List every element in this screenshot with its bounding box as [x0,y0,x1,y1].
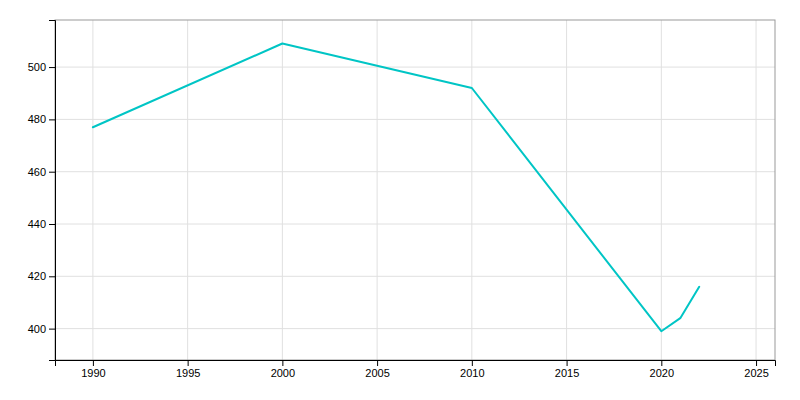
x-tick-label: 2020 [650,367,674,379]
y-grid-line [55,119,775,120]
x-tick-label: 2015 [555,367,579,379]
y-grid-line [55,67,775,68]
y-tick: 500 [28,61,55,73]
plot-frame [55,20,775,360]
chart-svg: 1990 1995 2000 2005 2010 2015 2020 2025 400 420 44… [0,0,800,400]
y-tick-label: 480 [28,113,46,125]
plot-area: 1990 1995 2000 2005 2010 2015 2020 2025 400 420 44… [28,20,776,379]
x-grid-line [566,20,567,360]
x-tick-label: 1990 [81,367,105,379]
x-tick-mark [661,360,662,366]
x-grid-line [187,20,188,360]
y-tick-label: 420 [28,270,46,282]
x-tick-mark [188,360,189,366]
y-tick: 440 [28,218,55,230]
x-tick-label: 2010 [460,367,484,379]
y-tick-label: 400 [28,323,46,335]
y-tick-mark [49,172,55,173]
y-tick-label: 500 [28,61,46,73]
x-tick: 1995 [176,360,200,379]
x-tick-mark [756,360,757,366]
grid [55,20,775,360]
x-tick: 2015 [555,360,579,379]
x-axis: 1990 1995 2000 2005 2010 2015 2020 2025 [56,360,776,379]
y-axis-domain [49,21,56,361]
x-tick: 1990 [81,360,105,379]
y-tick: 400 [28,323,55,335]
x-grid-line [661,20,662,360]
x-grid-line [756,20,757,360]
y-tick-mark [49,119,55,120]
x-tick: 2000 [271,360,295,379]
x-grid-line [471,20,472,360]
y-tick-mark [49,329,55,330]
x-grid-line [92,20,93,360]
y-tick: 480 [28,113,55,125]
y-tick-label: 440 [28,218,46,230]
x-tick: 2020 [650,360,674,379]
x-tick-label: 1995 [176,367,200,379]
y-tick-mark [49,224,55,225]
data-line [93,44,699,332]
y-tick-mark [49,276,55,277]
x-grid-line [282,20,283,360]
x-tick-label: 2005 [365,367,389,379]
x-axis-domain [56,361,776,367]
y-tick-label: 460 [28,166,46,178]
x-tick-mark [93,360,94,366]
y-tick: 420 [28,270,55,282]
x-tick-label: 2025 [744,367,768,379]
y-tick-mark [49,67,55,68]
y-axis: 400 420 440 460 480 500 [28,21,56,361]
x-tick: 2025 [744,360,768,379]
x-tick-mark [567,360,568,366]
y-grid-line [55,276,775,277]
marks [93,44,699,332]
y-grid-line [55,224,775,225]
x-tick-mark [282,360,283,366]
y-grid-line [55,171,775,172]
x-tick-label: 2000 [271,367,295,379]
x-tick-mark [472,360,473,366]
x-tick: 2010 [460,360,484,379]
x-tick-mark [377,360,378,366]
y-tick: 460 [28,166,55,178]
x-grid-line [377,20,378,360]
x-tick: 2005 [365,360,389,379]
